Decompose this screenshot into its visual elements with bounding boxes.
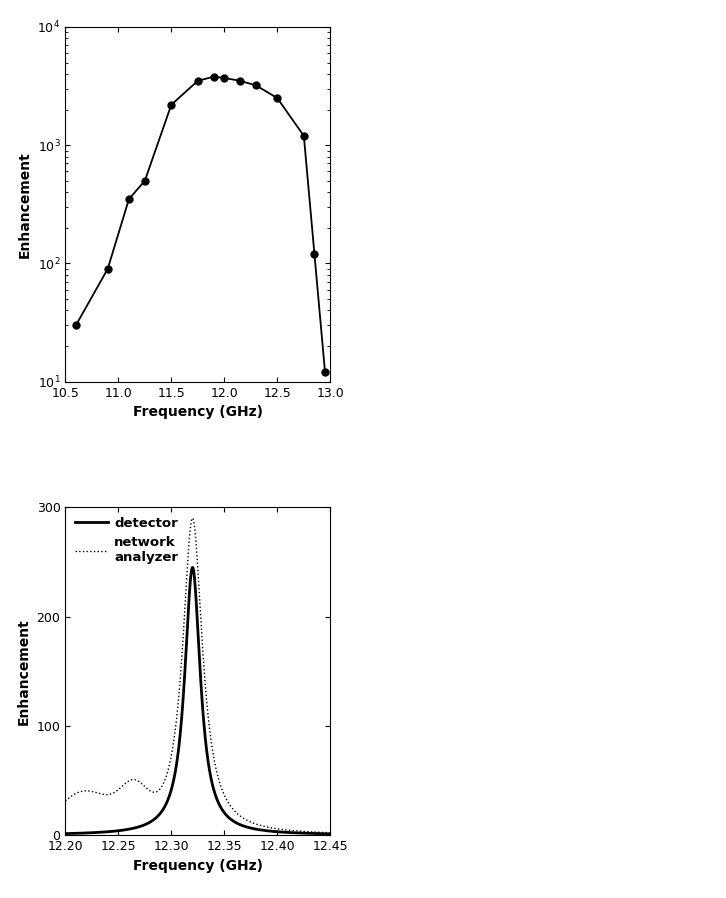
network
analyzer — [321, 827, 330, 838]
detector — [188, 562, 197, 573]
network
analyzer — [61, 796, 70, 806]
detector — [326, 829, 335, 840]
Line: detector: detector — [65, 568, 330, 834]
detector — [61, 828, 70, 839]
network
analyzer — [188, 513, 197, 524]
network
analyzer — [293, 825, 301, 836]
Y-axis label: Enhancement: Enhancement — [17, 618, 31, 725]
network
analyzer — [174, 695, 183, 706]
detector — [321, 828, 330, 839]
X-axis label: Frequency (GHz): Frequency (GHz) — [133, 858, 263, 873]
Legend: detector, network
analyzer: detector, network analyzer — [72, 514, 181, 567]
Y-axis label: Enhancement: Enhancement — [18, 151, 32, 258]
detector — [107, 826, 115, 837]
X-axis label: Frequency (GHz): Frequency (GHz) — [133, 405, 263, 419]
network
analyzer — [163, 769, 171, 779]
detector — [163, 797, 171, 807]
network
analyzer — [107, 788, 115, 799]
network
analyzer — [326, 827, 335, 838]
network
analyzer — [91, 787, 100, 797]
Line: network
analyzer: network analyzer — [65, 518, 330, 832]
detector — [293, 827, 301, 838]
detector — [174, 745, 183, 756]
detector — [91, 827, 100, 838]
